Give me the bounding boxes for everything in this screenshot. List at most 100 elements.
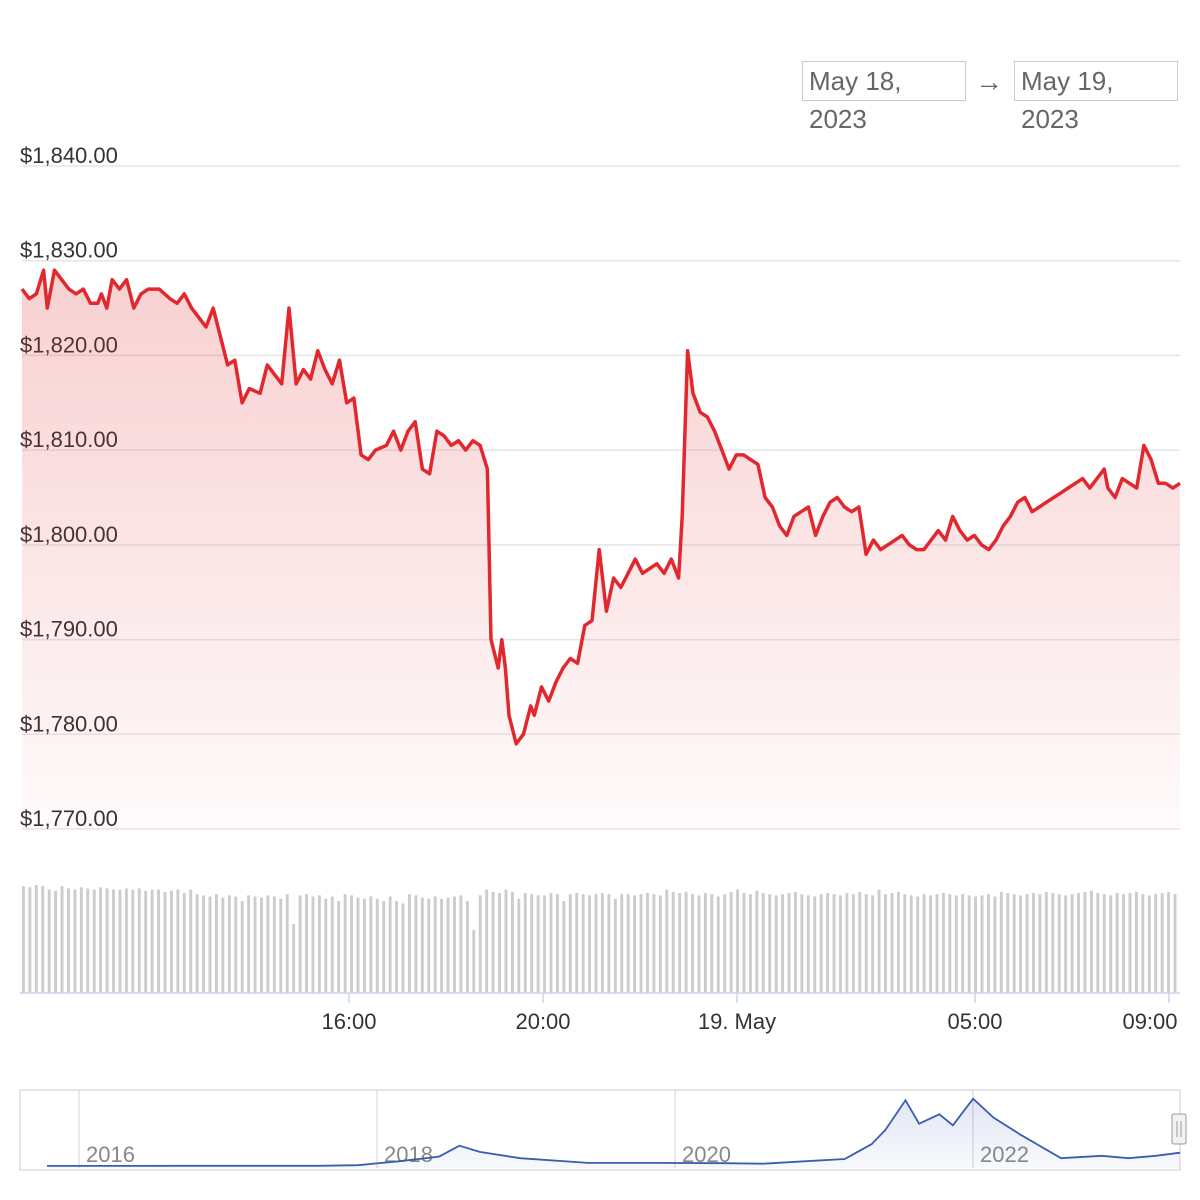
volume-bar bbox=[987, 894, 990, 993]
volume-bar bbox=[144, 890, 148, 993]
volume-bar bbox=[285, 894, 289, 993]
volume-bar bbox=[633, 895, 637, 993]
volume-bar bbox=[118, 889, 122, 993]
volume-bar bbox=[530, 894, 534, 993]
navigator[interactable]: 2016201820202022 bbox=[19, 1089, 1187, 1171]
volume-bar bbox=[382, 901, 386, 993]
volume-bar bbox=[189, 889, 193, 993]
volume-bar bbox=[1115, 893, 1119, 993]
volume-bar bbox=[79, 887, 83, 993]
volume-bar bbox=[1032, 893, 1035, 993]
volume-bar bbox=[131, 889, 135, 993]
volume-bar bbox=[703, 893, 707, 993]
volume-bar bbox=[723, 894, 727, 993]
volume-bar bbox=[395, 901, 399, 993]
volume-bar bbox=[337, 901, 341, 993]
x-tick-label: 05:00 bbox=[947, 1009, 1002, 1034]
navigator-handle[interactable] bbox=[1171, 1113, 1187, 1145]
volume-bar bbox=[34, 885, 38, 993]
volume-bar bbox=[343, 894, 347, 993]
x-tick-label: 09:00 bbox=[1122, 1009, 1177, 1034]
navigator-area bbox=[47, 1098, 1180, 1168]
volume-bar bbox=[92, 889, 96, 993]
x-axis-labels: 16:00 20:00 19. May 05:00 09:00 bbox=[321, 993, 1178, 1034]
volume-bar bbox=[826, 893, 830, 993]
volume-bar bbox=[105, 888, 109, 993]
volume-bar bbox=[1038, 894, 1042, 993]
volume-bar bbox=[446, 897, 450, 993]
volume-bar bbox=[839, 895, 842, 993]
volume-bar bbox=[350, 895, 353, 993]
volume-bar bbox=[388, 896, 392, 993]
volume-bar bbox=[851, 894, 855, 993]
volume-bar bbox=[781, 894, 785, 993]
volume-bar bbox=[472, 929, 476, 993]
volume-bar bbox=[864, 894, 868, 993]
volume-bar bbox=[330, 896, 334, 993]
volume-bar bbox=[1044, 891, 1048, 993]
volume-bar bbox=[137, 888, 141, 993]
volume-bar bbox=[710, 894, 714, 993]
volume-bar bbox=[1160, 893, 1164, 993]
volume-bar bbox=[240, 901, 244, 993]
volume-bar bbox=[1173, 894, 1177, 993]
volume-bar bbox=[1096, 893, 1100, 993]
volume-bar bbox=[427, 898, 431, 993]
volume-bar bbox=[504, 889, 508, 993]
x-tick-label: 16:00 bbox=[321, 1009, 376, 1034]
volume-bar bbox=[877, 889, 881, 993]
volume-bar bbox=[266, 895, 270, 993]
volume-bar bbox=[941, 893, 945, 993]
volume-bar bbox=[588, 895, 592, 993]
volume-bar bbox=[697, 895, 701, 993]
volume-bar bbox=[195, 894, 199, 993]
volume-bar bbox=[922, 894, 926, 993]
date-from-input[interactable]: May 18, 2023 bbox=[802, 61, 966, 134]
volume-bar bbox=[414, 895, 418, 993]
volume-bar bbox=[1083, 891, 1087, 993]
volume-bar bbox=[1025, 894, 1029, 993]
volume-bar bbox=[491, 891, 495, 993]
price-area bbox=[22, 270, 1180, 829]
volume-bar bbox=[86, 888, 90, 993]
volume-bar bbox=[420, 897, 424, 993]
volume-bar bbox=[112, 889, 115, 993]
volume-bar bbox=[1019, 895, 1023, 993]
volume-bar bbox=[794, 891, 797, 993]
volume-bar bbox=[150, 889, 154, 993]
x-tick-label: 20:00 bbox=[515, 1009, 570, 1034]
volume-bar bbox=[980, 895, 984, 993]
volume-bar bbox=[202, 895, 206, 993]
volume-bar bbox=[453, 896, 456, 993]
volume-bar bbox=[440, 898, 444, 993]
volume-bar bbox=[498, 893, 501, 993]
volume-bar bbox=[639, 894, 643, 993]
volume-bar bbox=[1102, 894, 1106, 993]
volume-bar bbox=[375, 898, 379, 993]
volume-bar bbox=[646, 893, 649, 993]
volume-bar bbox=[485, 889, 489, 993]
volume-bar bbox=[459, 895, 463, 993]
volume-bar bbox=[967, 895, 971, 993]
volume-bar bbox=[362, 898, 366, 993]
volume-bar bbox=[1057, 894, 1061, 993]
volume-bar bbox=[1167, 891, 1171, 993]
volume-bar bbox=[465, 901, 469, 993]
navigator-line bbox=[47, 1097, 1181, 1167]
x-tick-label: 19. May bbox=[698, 1009, 776, 1034]
volume-bar bbox=[736, 889, 739, 993]
volume-bar bbox=[221, 897, 225, 993]
volume-bar bbox=[124, 888, 128, 993]
volume-bar bbox=[41, 886, 45, 993]
volume-bar bbox=[748, 894, 752, 993]
volume-bar bbox=[298, 895, 302, 993]
volume-bar bbox=[1012, 894, 1016, 993]
volume-bar bbox=[311, 896, 315, 993]
volume-bar bbox=[691, 894, 694, 993]
volume-bar bbox=[292, 924, 296, 993]
volume-bar bbox=[1006, 893, 1010, 993]
volume-bar bbox=[215, 894, 218, 993]
date-to-input[interactable]: May 19, 2023 bbox=[1014, 61, 1178, 134]
volume-bar bbox=[182, 893, 186, 993]
volume-bar bbox=[601, 893, 604, 993]
